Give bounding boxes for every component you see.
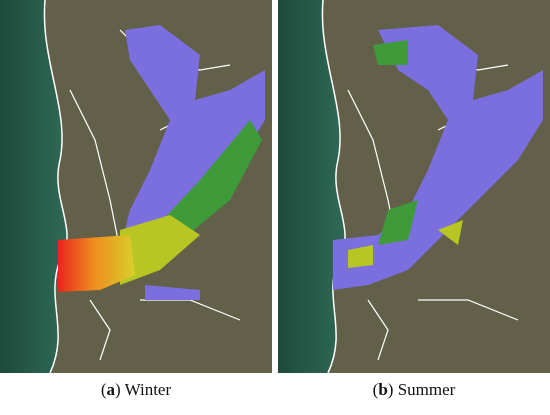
- caption: (b) Summer: [278, 380, 550, 400]
- caption-letter: b: [378, 380, 388, 399]
- caption: (a) Winter: [0, 380, 272, 400]
- panel-a-map: [0, 0, 273, 373]
- caption-open: (: [372, 380, 379, 399]
- caption-letter: a: [106, 380, 116, 399]
- maps: [0, 0, 550, 373]
- panel-b-map: [277, 0, 550, 373]
- caption-open: (: [100, 380, 107, 399]
- caption-text: ) Winter: [115, 380, 172, 399]
- caption-text: ) Summer: [387, 380, 456, 399]
